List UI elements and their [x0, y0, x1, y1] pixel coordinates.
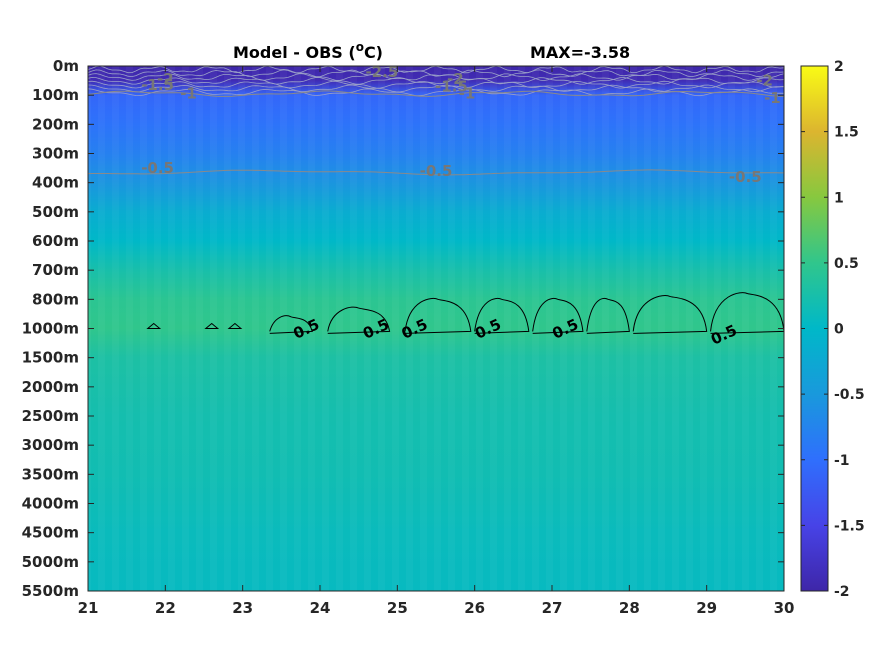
y-tick-label: 1500m: [22, 349, 79, 367]
x-tick-label: 23: [232, 599, 253, 617]
heatmap-plot-area: -2-1.5 -1-2.5 -2-1.5-1-2-1-0.5 -0.5 -0.50.5 0…: [88, 63, 784, 591]
contour-label: -0.5: [729, 168, 762, 186]
y-tick-label: 600m: [32, 232, 79, 250]
contour-line-minus-1: [88, 90, 784, 97]
y-tick-label: 3000m: [22, 436, 79, 454]
y-tick-label: 100m: [32, 86, 79, 104]
y-tick-label: 5500m: [22, 582, 79, 600]
y-tick-label: 4000m: [22, 495, 79, 513]
colorbar-tick-label: -1: [834, 453, 850, 469]
y-tick-label: 0m: [53, 57, 79, 75]
contour-line-0.5: [532, 298, 584, 334]
contour-label: -1: [459, 85, 476, 103]
contour-label: -0.5: [420, 162, 453, 180]
y-tick-label: 400m: [32, 174, 79, 192]
x-tick-label: 21: [78, 599, 99, 617]
x-tick-label: 24: [310, 599, 331, 617]
x-tick-label: 29: [696, 599, 717, 617]
colorbar-tick-label: 1: [834, 190, 844, 206]
x-tick-label: 30: [774, 599, 795, 617]
x-tick-label: 27: [542, 599, 563, 617]
colorbar-tick-label: 0.5: [834, 256, 859, 272]
contour-label: -2: [157, 70, 174, 88]
y-tick-label: 700m: [32, 261, 79, 279]
contour-line-0.5: [269, 315, 313, 334]
contour-line-0.5: [404, 298, 472, 334]
x-tick-label: 22: [155, 599, 176, 617]
contour-label: -2: [447, 70, 464, 88]
contour-label: -1: [180, 85, 197, 103]
contour-line-0.5: [474, 298, 530, 334]
y-tick-label: 1000m: [22, 320, 79, 338]
y-tick-label: 3500m: [22, 465, 79, 483]
colorbar: [800, 65, 829, 592]
contour-label: -0.5: [141, 159, 174, 177]
x-tick-label: 25: [387, 599, 408, 617]
surface-contour-line: [88, 73, 784, 82]
y-tick-label: 800m: [32, 290, 79, 308]
x-tick-label: 28: [619, 599, 640, 617]
chart-title: Model - OBS (oC): [233, 40, 383, 62]
contour-label: -1.5: [141, 76, 174, 94]
contour-lines: [88, 66, 784, 334]
y-axis: 0m 100m 200m 300m 400m 500m 600m 700m 800m 1000m 1…: [22, 57, 784, 600]
surface-contour-line: [88, 84, 784, 93]
contour-label: -1.5: [435, 77, 468, 95]
contour-islet: [204, 322, 220, 329]
contour-islet: [146, 322, 162, 329]
heatmap-texture: [88, 66, 784, 591]
colorbar-tick-label: 2: [834, 59, 844, 75]
y-tick-label: 4500m: [22, 524, 79, 542]
contour-line-minus-0.5: [88, 169, 784, 176]
contour-label: -2.5: [365, 63, 398, 81]
x-tick-label: 26: [464, 599, 485, 617]
colorbar-tick-label: -1.5: [834, 518, 865, 534]
y-tick-label: 2500m: [22, 407, 79, 425]
contour-label: -2: [756, 72, 773, 90]
colorbar-ticks: 2 1.5 1 0.5 0 -0.5 -1 -1.5 -2: [801, 59, 865, 600]
surface-contour-line: [88, 80, 784, 89]
surface-contour-line: [88, 76, 784, 85]
y-tick-label: 500m: [32, 203, 79, 221]
contour-label: -1: [764, 89, 781, 107]
colorbar-tick-label: -0.5: [834, 387, 865, 403]
contour-line-0.5: [586, 298, 630, 334]
colorbar-tick-label: 1.5: [834, 125, 859, 141]
contour-line-0.5: [327, 306, 391, 334]
surface-contour-line: [88, 88, 784, 97]
colorbar-tick-label: 0: [834, 322, 844, 338]
contour-islet: [227, 322, 243, 329]
y-tick-label: 200m: [32, 115, 79, 133]
x-axis: 21 22 23 24 25 26 27 28 29 30: [78, 66, 795, 617]
y-tick-label: 5000m: [22, 553, 79, 571]
contour-line-0.5: [632, 295, 708, 334]
y-tick-label: 2000m: [22, 378, 79, 396]
contour-line-0.5: [710, 292, 784, 334]
y-tick-label: 300m: [32, 145, 79, 163]
surface-contour-line: [88, 69, 784, 78]
max-label: MAX=-3.58: [530, 43, 630, 62]
colorbar-tick-label: -2: [834, 584, 850, 600]
